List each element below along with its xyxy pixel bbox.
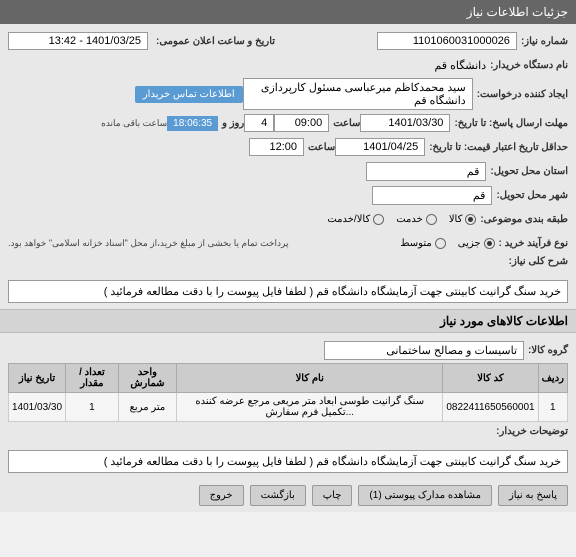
announce-label: تاریخ و ساعت اعلان عمومی: [156, 36, 275, 47]
cell-code: 0822411650560001 [443, 393, 538, 422]
city-need-value: قم [372, 186, 492, 205]
buyer-org-value: دانشگاه قم [434, 59, 486, 72]
process-radio-group: جزیی متوسط [400, 238, 494, 249]
th-code: کد کالا [443, 364, 538, 393]
radio-kala-khadamat-label: کالا/خدمت [327, 214, 370, 225]
reply-button[interactable]: پاسخ به نیاز [498, 485, 568, 506]
print-button[interactable]: چاپ [312, 485, 353, 506]
loc-need-value: قم [366, 162, 486, 181]
desc-text: خرید سنگ گرانیت کابینتی جهت آزمایشگاه دا… [8, 280, 568, 303]
creator-label: ایجاد کننده درخواست: [477, 89, 568, 100]
radio-dot-icon [373, 214, 384, 225]
exit-button[interactable]: خروج [199, 485, 244, 506]
th-row: ردیف [538, 364, 567, 393]
buyer-org-label: نام دستگاه خریدار: [490, 60, 568, 71]
time-label-2: ساعت [308, 142, 335, 153]
radio-dot-icon [465, 214, 476, 225]
remaining-label: ساعت باقی مانده [101, 118, 167, 129]
contact-info-button[interactable]: اطلاعات تماس خریدار [135, 86, 243, 103]
radio-dot-icon [426, 214, 437, 225]
radio-khadamat[interactable]: خدمت [396, 214, 437, 225]
announce-value: 1401/03/25 - 13:42 [8, 32, 148, 50]
days-value: 4 [244, 114, 274, 132]
cell-date: 1401/03/30 [9, 393, 66, 422]
category-radio-group: کالا خدمت کالا/خدمت [327, 214, 476, 225]
creator-value: سید محمدکاظم میرعباسی مسئول کارپردازی دا… [243, 78, 473, 110]
buyer-notes-text: خرید سنگ گرانیت کابینتی جهت آزمایشگاه دا… [8, 450, 568, 473]
radio-kala[interactable]: کالا [449, 214, 477, 225]
radio-medium[interactable]: متوسط [400, 238, 445, 249]
buyer-notes-label: توضیحات خریدار: [496, 426, 568, 437]
page-header: جزئیات اطلاعات نیاز [0, 0, 576, 24]
cell-name: سنگ گرانیت طوسی ابعاد متر مربعی مرجع عرض… [177, 393, 443, 422]
th-qty: تعداد / مقدار [66, 364, 119, 393]
request-no-value: 1101060031000026 [377, 32, 517, 50]
payment-note: پرداخت تمام یا بخشی از مبلغ خرید،از محل … [8, 238, 288, 249]
page-title: جزئیات اطلاعات نیاز [467, 5, 568, 19]
process-label: نوع فرآیند خرید : [499, 238, 568, 249]
radio-dot-icon [484, 238, 495, 249]
section-goods-title: اطلاعات کالاهای مورد نیاز [0, 309, 576, 333]
group-value: تاسیسات و مصالح ساختمانی [324, 341, 524, 360]
deadline-date: 1401/03/30 [360, 114, 450, 132]
validity-label: حداقل تاریخ اعتبار قیمت: تا تاریخ: [429, 142, 568, 153]
goods-table: ردیف کد کالا نام کالا واحد شمارش تعداد /… [8, 363, 568, 422]
radio-khadamat-label: خدمت [396, 214, 423, 225]
request-no-label: شماره نیاز: [521, 36, 568, 47]
table-row: 1 0822411650560001 سنگ گرانیت طوسی ابعاد… [9, 393, 568, 422]
radio-dot-icon [435, 238, 446, 249]
th-name: نام کالا [177, 364, 443, 393]
desc-label: شرح کلی نیاز: [509, 256, 568, 267]
group-label: گروه کالا: [528, 345, 568, 356]
form-area: شماره نیاز: 1101060031000026 تاریخ و ساع… [0, 24, 576, 309]
th-unit: واحد شمارش [118, 364, 176, 393]
validity-time: 12:00 [249, 138, 304, 156]
back-button[interactable]: بازگشت [250, 485, 306, 506]
radio-kala-khadamat[interactable]: کالا/خدمت [327, 214, 384, 225]
radio-kala-label: کالا [449, 214, 463, 225]
radio-partial-label: جزیی [458, 238, 481, 249]
deadline-label: مهلت ارسال پاسخ: تا تاریخ: [454, 118, 568, 129]
footer-buttons: پاسخ به نیاز مشاهده مدارک پیوستی (1) چاپ… [0, 479, 576, 512]
countdown-timer: 18:06:35 [167, 116, 218, 131]
category-label: طبقه بندی موضوعی: [480, 214, 568, 225]
deadline-time: 09:00 [274, 114, 329, 132]
radio-medium-label: متوسط [400, 238, 431, 249]
cell-qty: 1 [66, 393, 119, 422]
th-date: تاریخ نیاز [9, 364, 66, 393]
validity-date: 1401/04/25 [335, 138, 425, 156]
time-label-1: ساعت [333, 118, 360, 129]
loc-need-label: استان محل تحویل: [490, 166, 568, 177]
city-need-label: شهر محل تحویل: [496, 190, 568, 201]
radio-partial[interactable]: جزیی [458, 238, 495, 249]
days-label: روز و [222, 118, 244, 129]
cell-unit: متر مربع [118, 393, 176, 422]
attachments-button[interactable]: مشاهده مدارک پیوستی (1) [358, 485, 492, 506]
cell-row: 1 [538, 393, 567, 422]
